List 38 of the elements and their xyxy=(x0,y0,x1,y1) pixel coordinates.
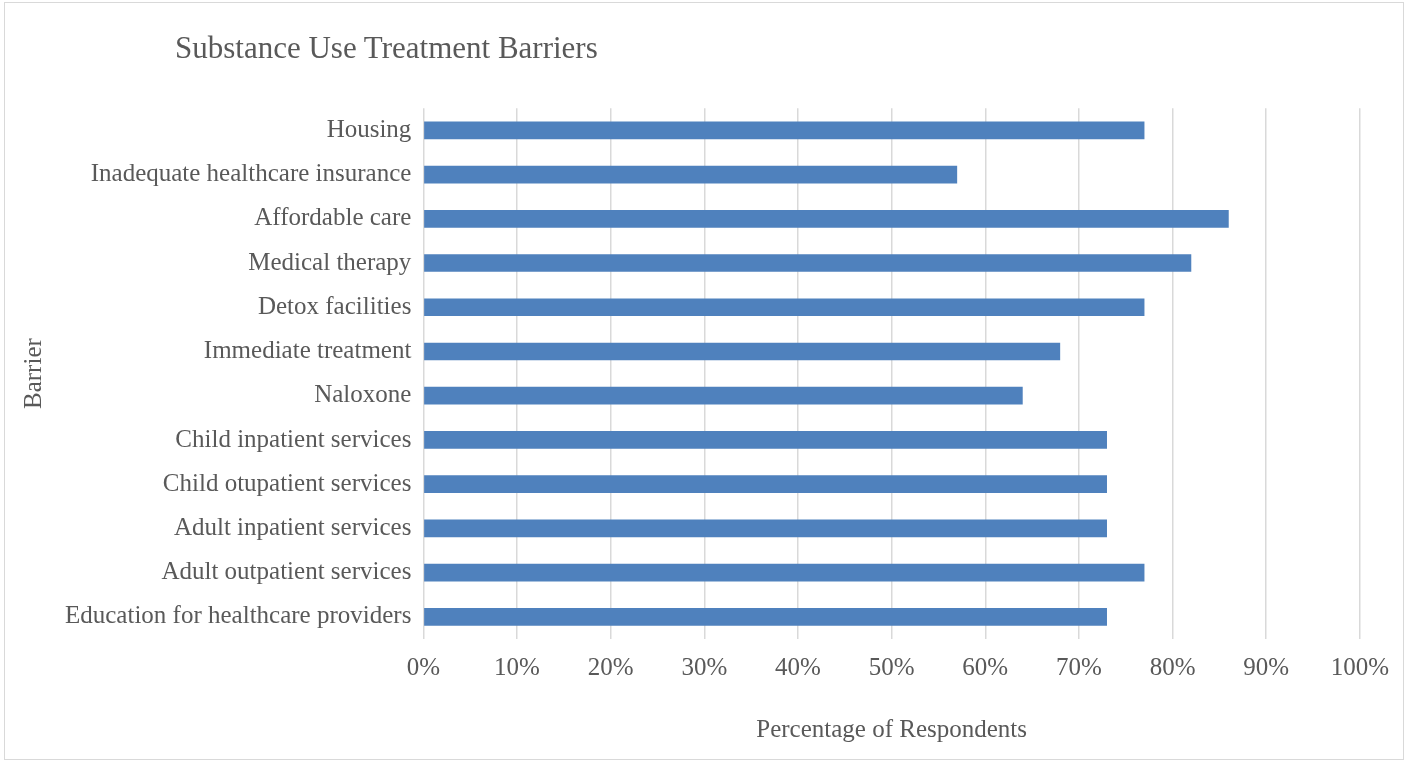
y-tick-label: Medical therapy xyxy=(248,247,412,275)
y-tick-label: Adult inpatient services xyxy=(173,512,412,540)
bar xyxy=(424,298,1145,317)
x-axis-title: Percentage of Respondents xyxy=(756,714,1027,742)
x-tick-label: 80% xyxy=(1149,652,1196,680)
x-tick-label: 70% xyxy=(1055,652,1102,680)
bar xyxy=(424,608,1107,626)
y-tick-label: Affordable care xyxy=(254,203,412,231)
x-tick-label: 90% xyxy=(1243,652,1290,680)
bar xyxy=(424,165,958,184)
y-tick-label: Housing xyxy=(326,114,412,142)
x-tick-label: 30% xyxy=(681,652,728,680)
x-tick-label: 10% xyxy=(494,652,540,680)
chart-title: Substance Use Treatment Barriers xyxy=(175,29,598,65)
bar xyxy=(424,431,1107,449)
y-tick-label: Child otupatient services xyxy=(162,468,412,496)
y-tick-label: Immediate treatment xyxy=(203,336,412,364)
y-tick-label: Child inpatient services xyxy=(175,424,412,452)
y-tick-label: Adult outpatient services xyxy=(161,557,412,585)
bar xyxy=(424,254,1192,272)
bar xyxy=(424,386,1023,405)
bar xyxy=(424,519,1107,538)
y-tick-label: Detox facilities xyxy=(257,291,412,319)
bar xyxy=(424,342,1061,361)
y-tick-label: Inadequate healthcare insurance xyxy=(90,159,412,187)
x-tick-label: 0% xyxy=(406,652,441,680)
bar xyxy=(424,121,1145,140)
y-tick-label: Naloxone xyxy=(314,380,412,408)
y-tick-label: Education for healthcare providers xyxy=(65,601,412,629)
bar xyxy=(424,209,1229,228)
x-tick-label: 50% xyxy=(868,652,915,680)
bar xyxy=(424,563,1145,582)
bar xyxy=(424,475,1107,494)
x-tick-label: 60% xyxy=(962,652,1009,680)
y-axis-title: Barrier xyxy=(18,337,46,409)
x-tick-label: 100% xyxy=(1330,652,1389,680)
x-tick-label: 40% xyxy=(775,652,821,680)
x-tick-label: 20% xyxy=(587,652,634,680)
